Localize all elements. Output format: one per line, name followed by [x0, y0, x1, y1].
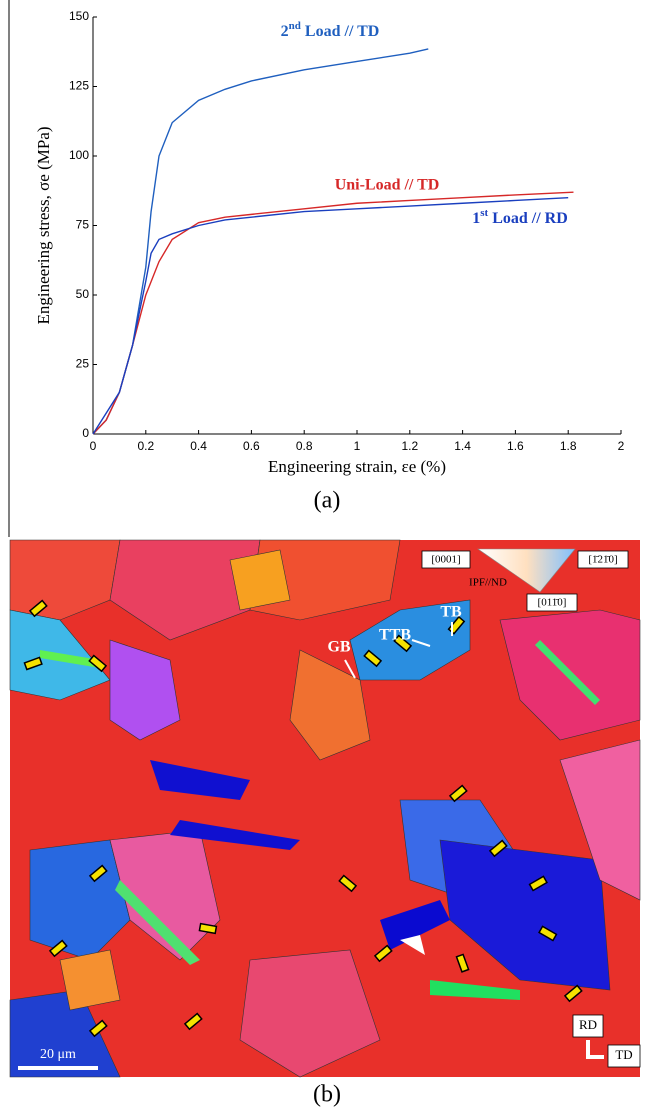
twin: [535, 640, 600, 705]
key-label: [0001]: [431, 554, 460, 566]
x-tick-label: 1.8: [560, 439, 577, 453]
series-label: 2nd Load // TD: [281, 20, 380, 40]
axes-icon: [586, 1040, 604, 1059]
x-tick-label: 0.4: [190, 439, 207, 453]
x-tick-label: 0.2: [137, 439, 154, 453]
dir-box: [607, 1044, 641, 1068]
x-tick-label: 0.6: [243, 439, 260, 453]
twin: [170, 820, 300, 850]
key-box: [526, 593, 578, 612]
twin-arrow: [538, 925, 558, 942]
dir-box: [572, 1014, 604, 1038]
series-label: 1st Load // RD: [472, 207, 568, 227]
y-axis-label: Engineering stress, σe (MPa): [34, 126, 53, 324]
scale-label: 20 μm: [40, 1047, 76, 1062]
twin: [40, 650, 100, 668]
twin-arrow: [88, 654, 108, 673]
caption-b: (b): [313, 1082, 341, 1108]
twin: [400, 935, 425, 955]
y-tick-label: 25: [76, 357, 90, 371]
twin-arrow: [393, 634, 413, 653]
tb-label: TB: [440, 604, 462, 621]
key-label: [011̄0]: [538, 597, 567, 609]
twin-arrow: [198, 922, 218, 935]
twin-arrow: [183, 1012, 203, 1031]
twin: [380, 900, 450, 950]
twin: [115, 880, 200, 965]
grain: [229, 549, 291, 611]
y-tick-label: 150: [69, 9, 89, 23]
grain: [289, 649, 371, 761]
twin: [430, 980, 520, 1000]
y-tick-label: 125: [69, 79, 89, 93]
key-box: [577, 550, 629, 569]
rd-label: RD: [579, 1017, 597, 1032]
grain: [559, 739, 641, 901]
twin-arrow: [448, 784, 468, 803]
twin-arrow: [88, 1019, 108, 1038]
grain: [59, 949, 121, 1011]
series-line: [92, 197, 569, 435]
twin-arrow: [48, 939, 68, 958]
caption-a: (a): [314, 488, 341, 514]
ipf-key: [477, 548, 576, 593]
series-line: [92, 48, 429, 435]
twin-arrow: [28, 599, 48, 618]
gb-label: GB: [327, 639, 350, 656]
grain: [109, 539, 261, 641]
twin-arrow: [528, 875, 548, 892]
y-tick-label: 75: [76, 218, 90, 232]
key-title: IPF//ND: [469, 577, 507, 589]
series-label: Uni-Load // TD: [335, 177, 440, 194]
x-tick-label: 1.6: [507, 439, 524, 453]
x-tick-label: 0: [90, 439, 97, 453]
grain: [109, 639, 181, 741]
x-tick-label: 0.8: [296, 439, 313, 453]
x-axis-label: Engineering strain, εe (%): [268, 457, 446, 476]
x-tick-label: 2: [618, 439, 625, 453]
key-label: [1̄21̄0]: [588, 554, 617, 566]
twin-arrow: [563, 984, 583, 1003]
y-tick-label: 100: [69, 148, 89, 162]
ttb-label: TTB: [379, 627, 411, 644]
x-tick-label: 1.4: [454, 439, 471, 453]
twin-arrow: [363, 649, 383, 668]
grain: [239, 949, 381, 1078]
twin-arrow: [455, 953, 470, 973]
twin-arrow: [338, 874, 358, 893]
x-tick-label: 1: [354, 439, 361, 453]
twin-arrow: [373, 944, 393, 963]
ebsd-map: [0001] [1̄21̄0] [011̄0] IPF//ND GB TTB T…: [9, 539, 641, 1078]
twin: [150, 760, 250, 800]
td-label: TD: [615, 1047, 632, 1062]
twin-arrow: [488, 839, 508, 858]
y-tick-label: 50: [76, 287, 90, 301]
twin-arrow: [23, 656, 43, 671]
twin-arrow: [88, 864, 108, 883]
x-tick-label: 1.2: [401, 439, 418, 453]
y-tick-label: 0: [82, 426, 89, 440]
grain: [9, 989, 121, 1078]
grain: [439, 839, 611, 991]
pointer: [411, 639, 431, 647]
grain: [9, 539, 121, 621]
key-box: [421, 550, 471, 569]
series-line: [92, 191, 574, 435]
pointer: [344, 659, 356, 679]
